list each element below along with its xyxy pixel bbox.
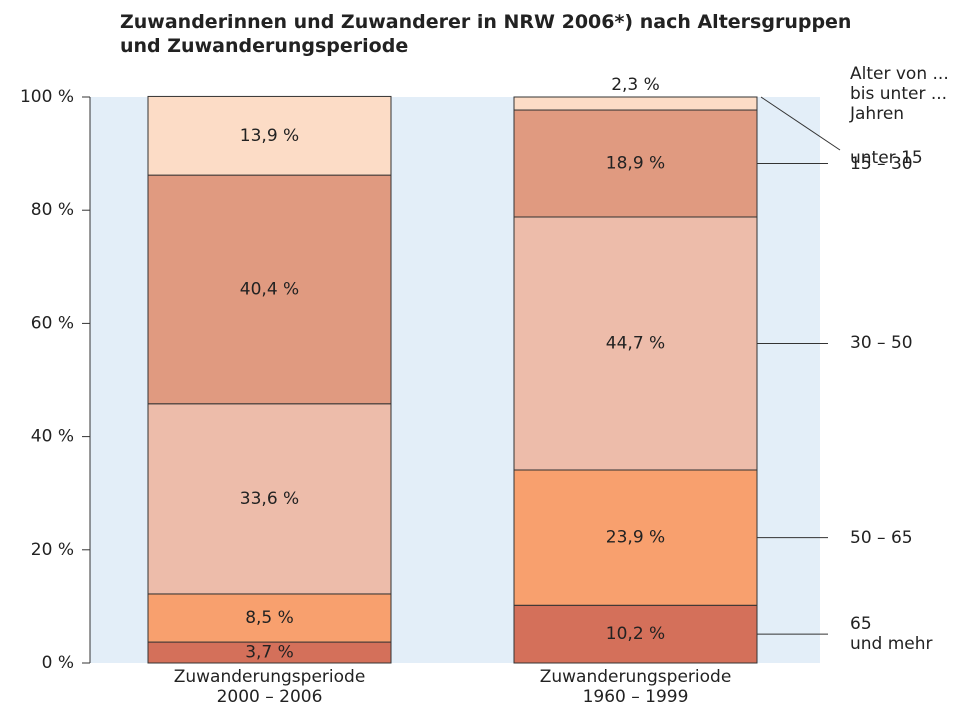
y-tick-label: 60 % [31, 313, 74, 333]
chart-title: Zuwanderinnen und Zuwanderer in NRW 2006… [120, 11, 852, 57]
value-label: 13,9 % [240, 126, 299, 146]
bar-segment [513, 109, 758, 218]
y-tick-label: 100 % [20, 87, 74, 107]
legend-title: Alter von ... bis unter ... Jahren [850, 64, 949, 124]
value-label: 40,4 % [240, 279, 299, 299]
value-label: 8,5 % [245, 608, 294, 628]
legend-label: 30 – 50 [850, 333, 913, 354]
y-tick-label: 0 % [42, 653, 74, 673]
legend-label: 50 – 65 [850, 527, 913, 548]
bar-segment [147, 593, 392, 643]
bar-segment [513, 604, 758, 664]
value-label: 2,3 % [611, 75, 660, 95]
bar-segment [513, 96, 758, 111]
value-label: 44,7 % [606, 333, 665, 353]
y-tick-label: 20 % [31, 540, 74, 560]
value-label: 18,9 % [606, 154, 665, 174]
value-label: 23,9 % [606, 528, 665, 548]
bar-segment [513, 469, 758, 606]
y-tick-label: 40 % [31, 427, 74, 447]
bar-segment [147, 95, 392, 176]
x-tick-label: Zuwanderungsperiode 2000 – 2006 [173, 667, 366, 707]
legend-label: unter 15 [850, 148, 923, 168]
x-tick-label: Zuwanderungsperiode 1960 – 1999 [539, 667, 732, 707]
leader-line [760, 96, 841, 151]
legend-label: 15 – 30 [850, 153, 913, 174]
value-label: 33,6 % [240, 489, 299, 509]
bar-segment [147, 403, 392, 595]
bar-segment [147, 174, 392, 405]
value-label: 10,2 % [606, 624, 665, 644]
y-tick-label: 80 % [31, 200, 74, 220]
legend-label: 65 und mehr [850, 614, 933, 655]
value-label: 3,7 % [245, 643, 294, 663]
